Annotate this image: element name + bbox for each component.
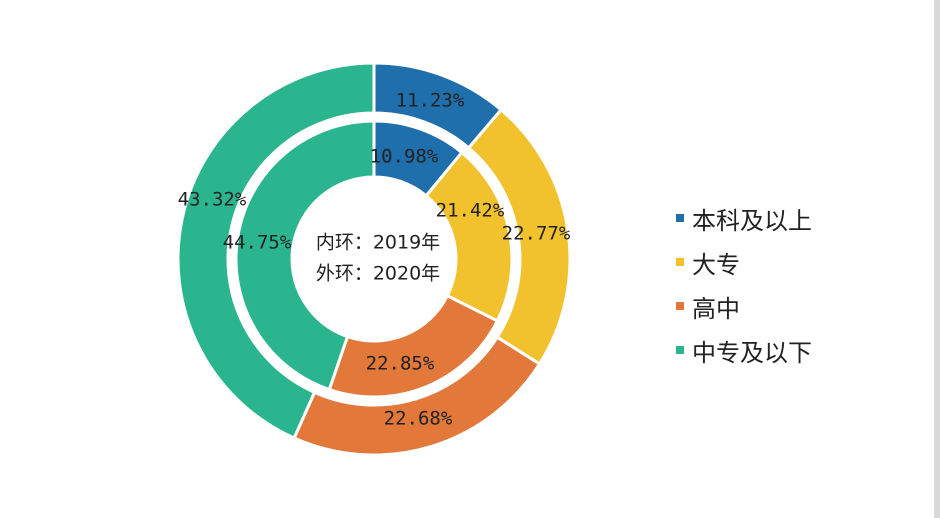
legend-label-2: 高中 xyxy=(692,294,740,323)
inner-ring-label-1: 21.42% xyxy=(436,200,505,222)
inner-ring-label-3: 44.75% xyxy=(223,232,292,254)
inner-ring-slice-3 xyxy=(234,119,376,392)
inner-ring-label-0: 10.98% xyxy=(370,146,439,168)
legend-swatch-2 xyxy=(676,302,684,310)
legend-label-1: 大专 xyxy=(692,250,740,279)
outer-ring-label-3: 43.32% xyxy=(178,189,247,211)
center-text-1: 外环：2020年 xyxy=(316,263,440,285)
legend-item-3: 中专及以下 xyxy=(676,328,812,372)
chart-legend: 本科及以上大专高中中专及以下 xyxy=(676,196,812,372)
outer-ring-slice-3 xyxy=(176,61,376,440)
outer-ring-label-1: 22.77% xyxy=(502,223,571,245)
legend-label-0: 本科及以上 xyxy=(692,206,812,235)
inner-ring-slice-2 xyxy=(327,293,500,399)
legend-swatch-0 xyxy=(676,214,684,222)
right-edge-border xyxy=(934,0,940,518)
legend-swatch-3 xyxy=(676,346,684,354)
legend-item-2: 高中 xyxy=(676,284,812,328)
legend-item-1: 大专 xyxy=(676,240,812,284)
center-text-0: 内环：2019年 xyxy=(316,232,440,254)
legend-swatch-1 xyxy=(676,258,684,266)
inner-ring-label-2: 22.85% xyxy=(366,353,435,375)
outer-ring-label-2: 22.68% xyxy=(384,408,453,430)
outer-ring-label-0: 11.23% xyxy=(396,90,465,112)
legend-label-3: 中专及以下 xyxy=(692,338,812,367)
legend-item-0: 本科及以上 xyxy=(676,196,812,240)
